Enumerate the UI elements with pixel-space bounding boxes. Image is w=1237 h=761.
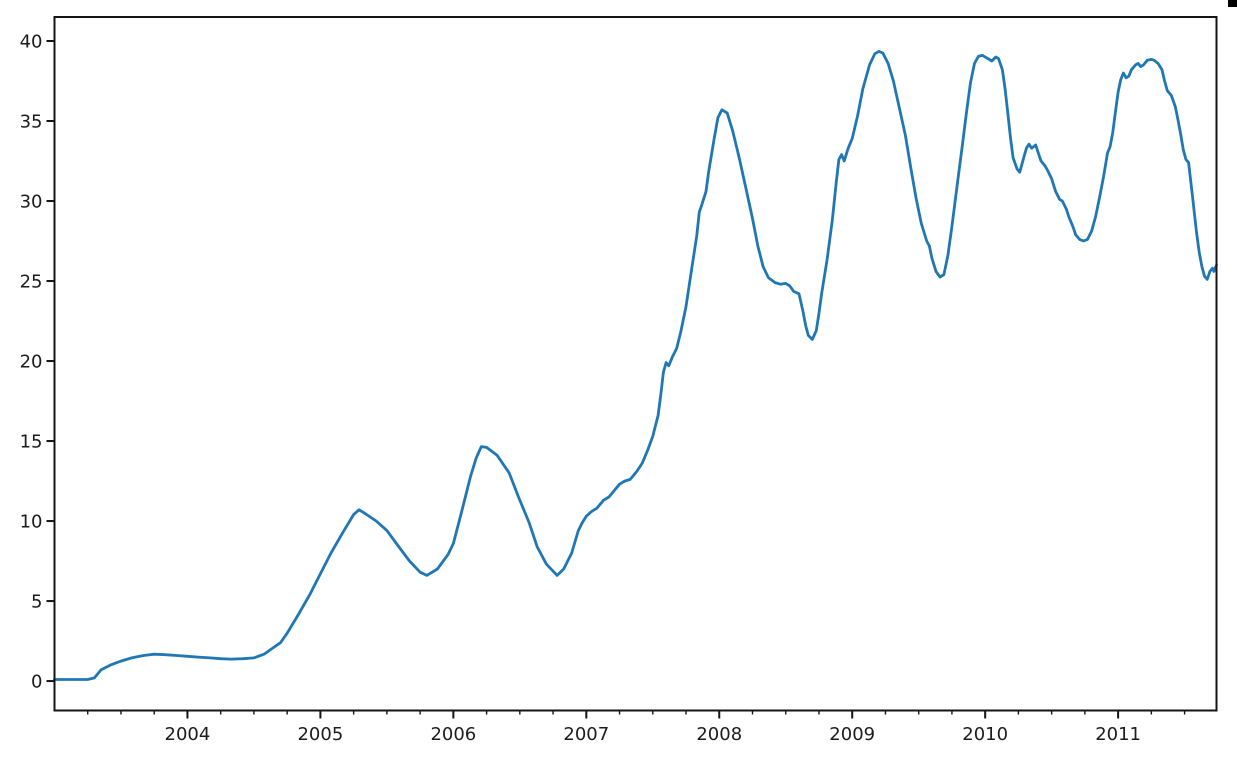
y-tick-label: 35 [20, 112, 43, 133]
y-tick-label: 15 [20, 432, 43, 453]
y-tick-label: 20 [20, 352, 43, 373]
x-tick-label: 2007 [563, 724, 609, 745]
y-tick-label: 25 [20, 272, 43, 293]
x-tick-label: 2004 [165, 724, 211, 745]
x-tick-label: 2010 [962, 724, 1008, 745]
y-tick-label: 0 [31, 672, 42, 693]
x-tick-label: 2005 [297, 724, 343, 745]
x-tick-label: 2011 [1095, 724, 1141, 745]
y-tick-label: 5 [31, 592, 42, 613]
corner-artifact [1228, 0, 1237, 7]
y-tick-label: 10 [20, 512, 43, 533]
x-tick-label: 2008 [696, 724, 742, 745]
y-tick-label: 30 [20, 192, 43, 213]
data-line [53, 50, 1218, 681]
x-tick-label: 2009 [829, 724, 875, 745]
plot-border [53, 16, 1218, 712]
x-tick-label: 2006 [430, 724, 476, 745]
y-tick-label: 40 [20, 32, 43, 53]
